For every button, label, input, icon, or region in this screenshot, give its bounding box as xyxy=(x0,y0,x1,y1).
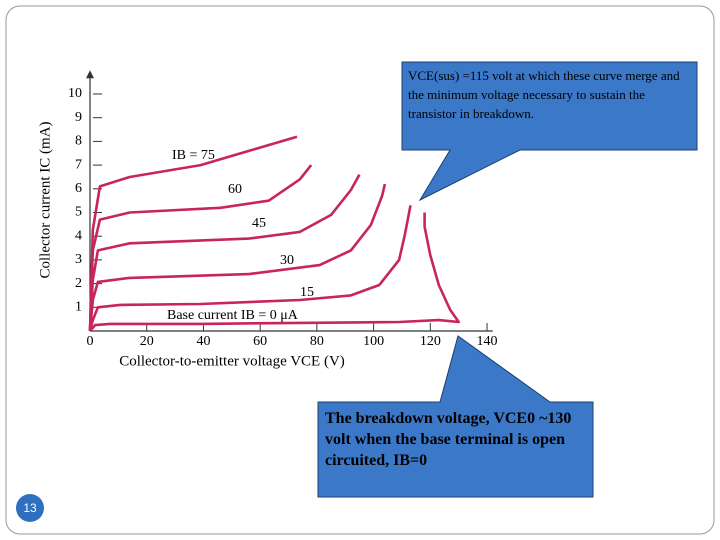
y-tick-label: 4 xyxy=(75,228,82,243)
curve-label: 30 xyxy=(280,253,294,268)
slide-number-badge xyxy=(16,494,44,522)
curve-label: 45 xyxy=(252,216,266,231)
y-tick-label: 3 xyxy=(75,252,82,267)
x-tick-label: 0 xyxy=(87,334,94,349)
x-tick-label: 20 xyxy=(140,334,154,349)
x-tick-label: 80 xyxy=(310,334,324,349)
curve xyxy=(88,205,412,332)
slide-border xyxy=(5,5,715,535)
x-tick-label: 100 xyxy=(363,334,384,349)
curve xyxy=(88,173,361,332)
y-axis-label: Collector current IC (mA) xyxy=(37,121,53,278)
callout-bottom xyxy=(317,335,594,498)
x-tick-label: 60 xyxy=(253,334,267,349)
callout-top xyxy=(401,61,698,202)
y-tick-label: 7 xyxy=(75,157,82,172)
x-tick-label: 40 xyxy=(196,334,210,349)
x-axis-label: Collector-to-emitter voltage VCE (V) xyxy=(119,353,345,369)
curve-label: IB = 75 xyxy=(172,148,215,163)
y-tick-label: 5 xyxy=(75,205,82,220)
curve xyxy=(88,183,387,332)
curve xyxy=(89,212,460,332)
y-tick-label: 9 xyxy=(75,110,82,125)
curve-label: 60 xyxy=(228,182,242,197)
y-tick-label: 8 xyxy=(75,134,82,149)
y-tick-label: 1 xyxy=(75,300,82,315)
curve xyxy=(88,164,313,332)
y-tick-label: 6 xyxy=(75,181,82,196)
curve xyxy=(88,135,298,332)
y-axis-arrow xyxy=(86,70,94,79)
curve-label: 15 xyxy=(300,285,314,300)
y-tick-label: 2 xyxy=(75,276,82,291)
callout-bottom-text: The breakdown voltage, VCE0 ~130 volt wh… xyxy=(325,410,572,469)
curve-label: Base current IB = 0 μA xyxy=(167,308,299,323)
callout-top-text: VCE(sus) =115 volt at which these curve … xyxy=(408,68,680,121)
x-tick-label: 140 xyxy=(477,334,498,349)
x-tick-label: 120 xyxy=(420,334,441,349)
slide-number: 13 xyxy=(23,501,37,515)
y-tick-label: 10 xyxy=(68,86,82,101)
